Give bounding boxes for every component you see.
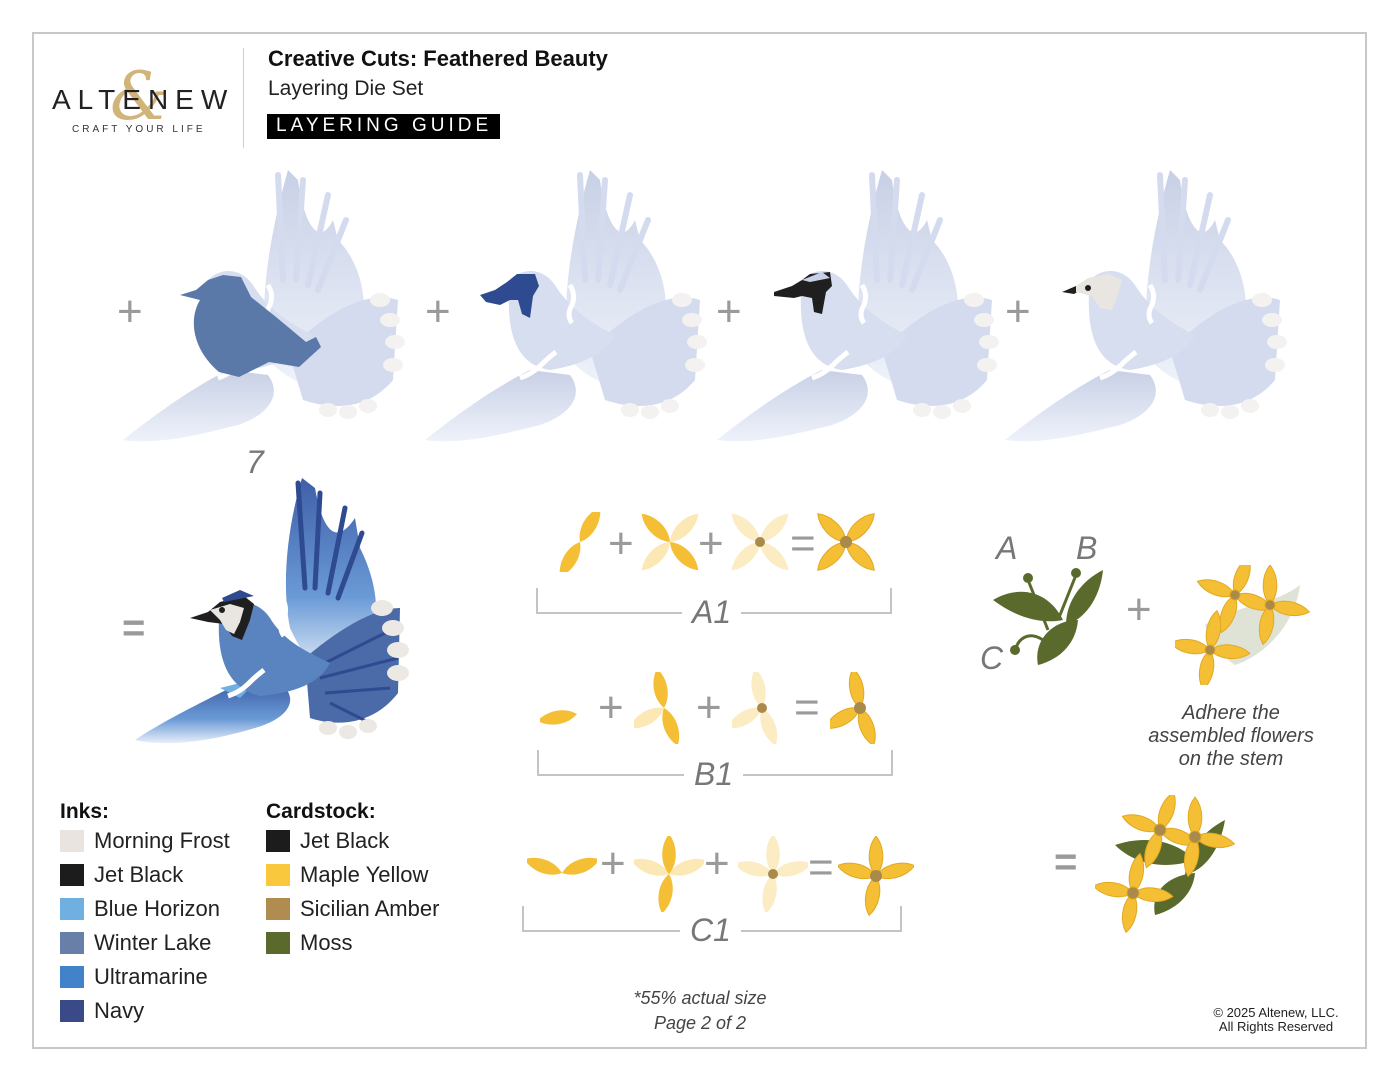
instruction-line: Adhere the — [1182, 702, 1280, 724]
legend-cardstock: Cardstock: Jet Black Maple Yellow Sicilian… — [266, 800, 486, 960]
legend-label: Maple Yellow — [300, 862, 429, 887]
bird-layer-4-face-white — [1000, 160, 1290, 450]
stem-instruction: Adhere the assembled flowers on the stem — [1136, 702, 1326, 771]
plus-operator: + — [425, 287, 451, 336]
color-swatch — [60, 864, 84, 886]
scale-note: *55% actual size — [633, 988, 767, 1008]
bird-layer-2-crest — [420, 160, 710, 450]
instruction-line: assembled flowers — [1148, 725, 1314, 747]
plus-operator: + — [117, 287, 143, 336]
footer-note: *55% actual size Page 2 of 2 — [600, 986, 800, 1036]
flower-a1-piece-2 — [640, 512, 700, 572]
plus-operator: + — [598, 683, 624, 732]
plus-operator: + — [608, 519, 634, 568]
header-divider — [243, 48, 244, 148]
logo-ampersand: & — [110, 58, 169, 135]
stem-label-b: B — [1076, 530, 1098, 566]
color-swatch — [60, 966, 84, 988]
page-number: Page 2 of 2 — [653, 1013, 747, 1033]
legend-item: Navy — [60, 994, 260, 1028]
stem-leaves — [988, 560, 1108, 670]
stem-assembled — [1095, 795, 1235, 940]
legend-item: Winter Lake — [60, 926, 260, 960]
stem-label-a: A — [996, 530, 1018, 566]
legend-inks: Inks: Morning Frost Jet Black Blue Horizon… — [60, 800, 260, 1028]
copyright-block: © 2025 Altenew, LLC. All Rights Reserved — [1196, 1006, 1356, 1034]
copyright: © 2025 Altenew, LLC. — [1213, 1005, 1339, 1020]
legend-item: Blue Horizon — [60, 892, 260, 926]
legend-label: Winter Lake — [94, 930, 212, 955]
color-swatch — [266, 932, 290, 954]
color-swatch — [60, 932, 84, 954]
equals-operator: = — [122, 606, 146, 650]
equals-operator: = — [794, 683, 820, 732]
flower-b1-piece-2 — [634, 672, 694, 744]
flower-a1-piece-1 — [555, 512, 605, 572]
inks-heading: Inks: — [60, 800, 110, 823]
color-swatch — [266, 898, 290, 920]
legend-item: Moss — [266, 926, 486, 960]
flower-b1-result — [830, 672, 890, 744]
bird-layer-1-body — [118, 160, 408, 450]
legend-label: Navy — [94, 998, 145, 1023]
step-number: 7 — [246, 444, 264, 480]
legend-label: Blue Horizon — [94, 896, 220, 921]
flower-b1-piece-3 — [732, 672, 792, 744]
page-frame — [32, 32, 1367, 1049]
page-subtitle: Layering Die Set — [268, 77, 424, 100]
legend-label: Moss — [300, 930, 353, 955]
color-swatch — [60, 830, 84, 852]
bird-layer-3-face-mask — [712, 160, 1002, 450]
plus-operator: + — [704, 839, 730, 888]
legend-label: Ultramarine — [94, 964, 208, 989]
instruction-line: on the stem — [1178, 748, 1284, 770]
label-a1: A1 — [682, 594, 742, 631]
bird-assembled — [130, 478, 420, 758]
plus-operator: + — [698, 519, 724, 568]
flower-c1-piece-3 — [738, 836, 808, 912]
legend-item: Maple Yellow — [266, 858, 486, 892]
layering-guide-badge: LAYERING GUIDE — [267, 114, 501, 139]
cardstock-heading: Cardstock: — [266, 800, 376, 823]
logo-wordmark: ALTENEW — [52, 84, 235, 115]
plus-operator: + — [716, 287, 742, 336]
page-title: Creative Cuts: Feathered Beauty — [268, 46, 608, 71]
color-swatch — [60, 1000, 84, 1022]
flower-b1-piece-1 — [540, 690, 590, 730]
flower-c1-piece-2 — [634, 836, 704, 912]
legend-item: Morning Frost — [60, 824, 260, 858]
flower-c1-result — [838, 836, 914, 916]
plus-operator: + — [1005, 287, 1031, 336]
legend-label: Jet Black — [94, 862, 184, 887]
equals-operator: = — [790, 519, 816, 568]
stem-label-c: C — [980, 640, 1004, 676]
plus-operator: + — [1126, 585, 1152, 634]
legend-item: Ultramarine — [60, 960, 260, 994]
flower-a1-result — [816, 512, 876, 572]
legend-item: Sicilian Amber — [266, 892, 486, 926]
legend-item: Jet Black — [60, 858, 260, 892]
equals-operator: = — [1054, 840, 1078, 884]
plus-operator: + — [600, 839, 626, 888]
legend-label: Jet Black — [300, 828, 390, 853]
equals-operator: = — [808, 843, 834, 892]
plus-operator: + — [696, 683, 722, 732]
rights-reserved: All Rights Reserved — [1218, 1019, 1334, 1034]
color-swatch — [60, 898, 84, 920]
stem-flowers-placement — [1175, 565, 1315, 685]
legend-label: Morning Frost — [94, 828, 230, 853]
color-swatch — [266, 864, 290, 886]
color-swatch — [266, 830, 290, 852]
logo-tagline: CRAFT YOUR LIFE — [72, 124, 206, 135]
legend-label: Sicilian Amber — [300, 896, 440, 921]
flower-c1-piece-1 — [527, 848, 597, 888]
legend-item: Jet Black — [266, 824, 486, 858]
flower-a1-piece-3 — [730, 512, 790, 572]
label-c1: C1 — [680, 912, 741, 949]
label-b1: B1 — [684, 756, 744, 793]
